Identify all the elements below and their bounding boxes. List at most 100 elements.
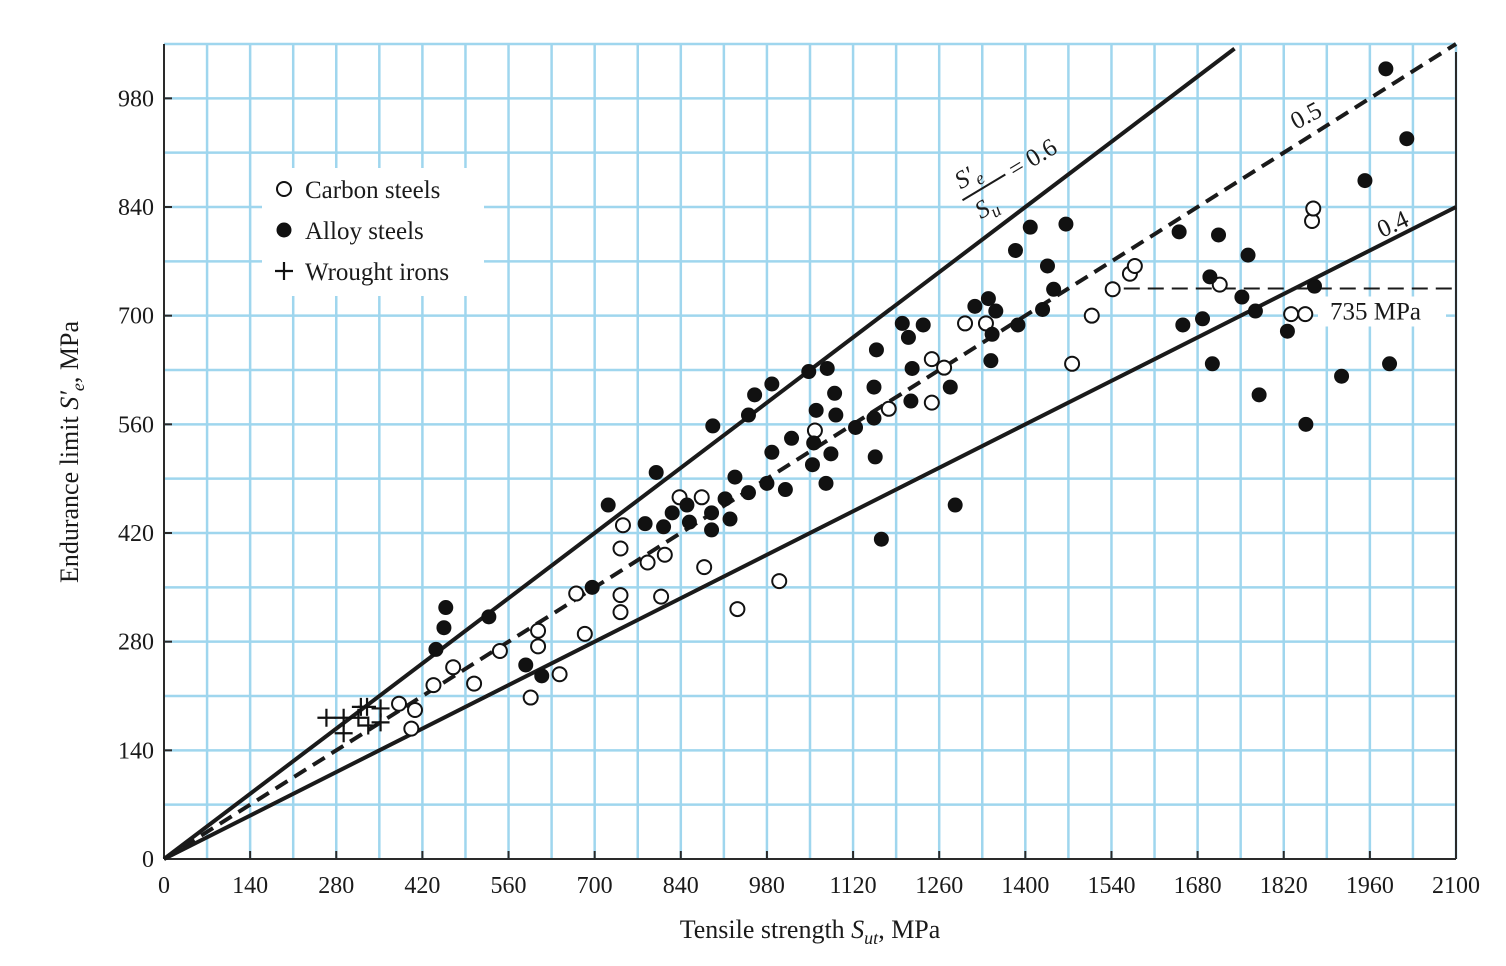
y-axis-title: Endurance limit S′e, MPa xyxy=(55,321,88,584)
data-point xyxy=(466,675,483,692)
x-tick-label: 420 xyxy=(404,873,440,899)
ratio-label-0.6: S′e Su = 0.6 xyxy=(950,134,1062,228)
data-point xyxy=(900,329,916,345)
y-tick-label: 980 xyxy=(118,86,154,112)
data-point xyxy=(612,587,629,604)
data-point xyxy=(1202,269,1218,285)
data-point xyxy=(1211,276,1228,293)
data-point xyxy=(1279,323,1295,339)
data-point xyxy=(936,359,953,376)
y-tick-label: 840 xyxy=(118,195,154,221)
data-point xyxy=(491,642,508,659)
data-point xyxy=(848,419,864,435)
data-point xyxy=(1382,356,1398,372)
data-point xyxy=(806,435,822,451)
data-point xyxy=(693,489,710,506)
data-point xyxy=(1035,301,1051,317)
data-point xyxy=(445,659,462,676)
y-tick-label: 0 xyxy=(142,847,154,873)
data-point xyxy=(729,601,746,618)
data-point xyxy=(679,497,695,513)
data-point xyxy=(1175,317,1191,333)
data-point xyxy=(903,393,919,409)
data-point xyxy=(747,387,763,403)
data-point xyxy=(727,469,743,485)
data-point xyxy=(828,407,844,423)
legend-box xyxy=(262,168,484,296)
data-point xyxy=(612,604,629,621)
x-tick-label: 840 xyxy=(663,873,699,899)
data-point xyxy=(704,522,720,538)
data-point xyxy=(764,444,780,460)
data-point xyxy=(584,579,600,595)
data-point xyxy=(1204,356,1220,372)
x-tick-label: 1400 xyxy=(1001,873,1049,899)
data-point xyxy=(988,303,1004,319)
data-point xyxy=(722,511,738,527)
ratio-line-0.4 xyxy=(163,205,1457,861)
data-point xyxy=(967,298,983,314)
data-point xyxy=(867,449,883,465)
data-point xyxy=(1039,258,1055,274)
data-point xyxy=(1064,355,1081,372)
data-point xyxy=(904,360,920,376)
data-point xyxy=(923,394,940,411)
data-point xyxy=(1378,61,1394,77)
x-tick-label: 0 xyxy=(158,873,170,899)
data-point xyxy=(1399,131,1415,147)
data-point xyxy=(705,418,721,434)
data-point xyxy=(947,497,963,513)
y-tick-label: 140 xyxy=(118,738,154,764)
data-point xyxy=(522,689,539,706)
data-point xyxy=(873,531,889,547)
data-point xyxy=(717,491,733,507)
series-alloy-steels xyxy=(428,61,1415,684)
data-point xyxy=(942,379,958,395)
data-point xyxy=(614,517,631,534)
y-tick-label: 700 xyxy=(118,304,154,330)
data-point xyxy=(866,410,882,426)
data-point xyxy=(481,609,497,625)
data-point xyxy=(823,446,839,462)
legend-label: Alloy steels xyxy=(305,218,424,245)
data-point xyxy=(1234,289,1250,305)
data-point xyxy=(866,379,882,395)
data-point xyxy=(428,641,444,657)
data-point xyxy=(980,291,996,307)
series-carbon-steels xyxy=(391,200,1322,737)
data-point xyxy=(808,402,824,418)
y-tick-label: 280 xyxy=(118,630,154,656)
legend-marker xyxy=(276,222,292,238)
x-tick-label: 560 xyxy=(491,873,527,899)
y-tick-label: 560 xyxy=(118,412,154,438)
data-point xyxy=(1251,387,1267,403)
data-point xyxy=(1306,278,1322,294)
ratio-line-0.6 xyxy=(162,47,1236,861)
data-point xyxy=(696,559,713,576)
data-point xyxy=(771,573,788,590)
data-point xyxy=(359,716,378,735)
data-point xyxy=(600,497,616,513)
data-point xyxy=(653,588,670,605)
data-point xyxy=(568,585,585,602)
y-tick-label: 420 xyxy=(118,521,154,547)
ratio-label-0.4: 0.4 xyxy=(1373,206,1413,244)
data-point xyxy=(334,724,353,743)
data-point xyxy=(438,600,454,616)
plot-frame xyxy=(163,44,1457,860)
x-tick-label: 1960 xyxy=(1346,873,1394,899)
data-point xyxy=(984,326,1000,342)
svg-text:Su: Su xyxy=(970,190,1004,228)
x-tick-label: 1540 xyxy=(1087,873,1135,899)
x-tick-label: 1680 xyxy=(1174,873,1222,899)
data-point xyxy=(1010,317,1026,333)
data-point xyxy=(818,475,834,491)
data-point xyxy=(1007,242,1023,258)
data-point xyxy=(1283,306,1300,323)
data-point xyxy=(656,519,672,535)
data-point xyxy=(530,638,547,655)
x-tick-label: 140 xyxy=(232,873,268,899)
data-point xyxy=(681,514,697,530)
data-point xyxy=(957,315,974,332)
